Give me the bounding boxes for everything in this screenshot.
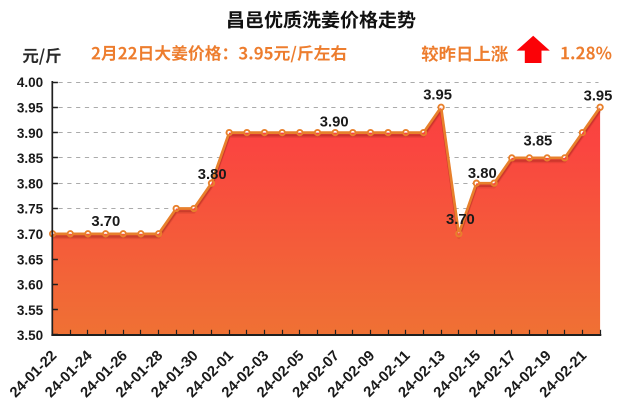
svg-text:3.70: 3.70 <box>17 227 43 242</box>
svg-text:3.95: 3.95 <box>423 87 452 103</box>
svg-text:3.85: 3.85 <box>523 134 552 150</box>
svg-text:3.90: 3.90 <box>320 115 349 131</box>
svg-text:3.90: 3.90 <box>17 126 43 141</box>
svg-text:3.50: 3.50 <box>17 328 43 343</box>
svg-text:3.80: 3.80 <box>468 166 497 182</box>
svg-text:3.60: 3.60 <box>17 278 43 293</box>
svg-text:3.75: 3.75 <box>17 202 44 217</box>
svg-text:3.95: 3.95 <box>17 101 44 116</box>
svg-text:3.95: 3.95 <box>584 88 613 104</box>
svg-text:3.85: 3.85 <box>17 151 44 166</box>
svg-text:3.65: 3.65 <box>17 252 44 267</box>
svg-text:3.55: 3.55 <box>17 303 44 318</box>
svg-text:3.80: 3.80 <box>198 167 227 183</box>
svg-text:3.70: 3.70 <box>91 214 120 230</box>
svg-text:4.00: 4.00 <box>17 75 43 90</box>
svg-text:3.70: 3.70 <box>446 212 475 228</box>
svg-text:3.80: 3.80 <box>17 176 43 191</box>
